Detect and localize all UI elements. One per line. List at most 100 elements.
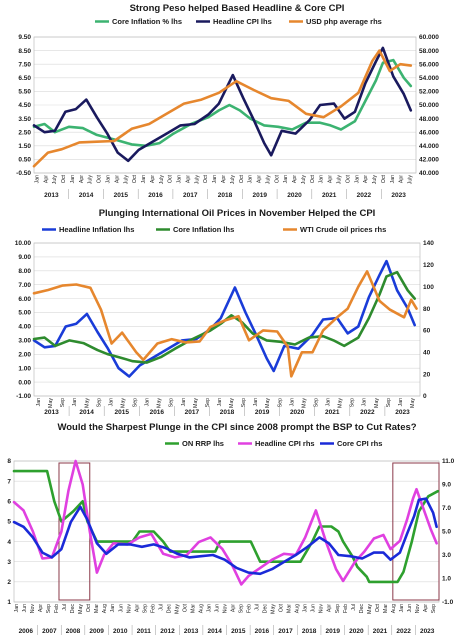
x-month-tick: Oct — [168, 174, 174, 183]
x-month-tick: Sep — [431, 604, 437, 613]
y-left-tick: 3 — [7, 559, 11, 566]
y-right-tick: 80 — [423, 306, 431, 313]
x-month-tick: Jan — [106, 175, 112, 183]
x-year-label: 2020 — [349, 628, 364, 635]
x-month-tick: Jul — [255, 604, 261, 611]
x-month-tick: Feb — [150, 604, 156, 613]
x-month-tick: Nov — [415, 604, 421, 614]
x-month-tick: Apr — [185, 175, 191, 183]
y-left-tick: 6.50 — [18, 75, 31, 82]
y-left-tick: 7 — [7, 478, 11, 485]
x-month-tick: May — [271, 604, 277, 614]
y-right-tick: 44.000 — [419, 143, 439, 150]
x-month-tick: Oct — [274, 174, 280, 183]
x-month-tick: Jan — [362, 398, 368, 406]
x-month-tick: Jan — [108, 398, 114, 406]
chart-title: Would the Sharpest Plunge in the CPI sin… — [57, 422, 416, 433]
x-month-tick: Sep — [205, 398, 211, 407]
x-month-tick: Sep — [96, 398, 102, 407]
x-month-tick: Oct — [310, 174, 316, 183]
y-right-tick: 60 — [423, 328, 431, 335]
x-month-tick: May — [84, 398, 90, 408]
x-year-label: 2018 — [302, 628, 317, 635]
x-year-label: 2008 — [66, 628, 81, 635]
series-line — [32, 270, 416, 364]
x-month-tick: Feb — [247, 604, 253, 613]
legend-label: Core Inflation % lhs — [112, 17, 182, 26]
x-month-tick: Apr — [257, 175, 263, 183]
y-right-tick: 40.000 — [419, 170, 439, 177]
x-month-tick: May — [374, 398, 380, 408]
x-month-tick: Aug — [198, 604, 204, 613]
y-right-tick: 120 — [423, 262, 434, 269]
y-right-tick: 52.000 — [419, 89, 439, 96]
x-year-label: 2014 — [207, 628, 222, 635]
x-month-tick: Nov — [319, 604, 325, 614]
x-month-tick: Oct — [279, 603, 285, 612]
y-left-tick: -0.50 — [16, 170, 31, 177]
x-month-tick: Aug — [295, 604, 301, 613]
x-month-tick: Aug — [102, 604, 108, 613]
y-left-tick: 0.00 — [18, 379, 31, 386]
x-month-tick: Jul — [62, 604, 68, 611]
x-month-tick: Sep — [169, 398, 175, 407]
y-left-tick: 2.00 — [18, 351, 31, 358]
x-month-tick: Sep — [335, 604, 341, 613]
y-left-tick: 1.50 — [18, 143, 31, 150]
x-month-tick: Apr — [327, 604, 333, 612]
plot-area — [33, 36, 417, 174]
x-month-tick: May — [157, 398, 163, 408]
x-month-tick: May — [193, 398, 199, 408]
x-month-tick: May — [48, 398, 54, 408]
x-month-tick: Dec — [166, 604, 172, 614]
x-year-label: 2013 — [44, 192, 59, 199]
x-month-tick: Aug — [391, 604, 397, 613]
x-year-label: 2016 — [150, 409, 165, 416]
x-month-tick: July — [336, 175, 342, 185]
x-year-label: 2007 — [42, 628, 57, 635]
x-year-label: 2014 — [79, 192, 94, 199]
x-month-tick: Jan — [326, 398, 332, 406]
x-month-tick: Oct — [381, 174, 387, 183]
x-month-tick: Mar — [94, 604, 100, 613]
x-month-tick: Mar — [383, 604, 389, 613]
x-month-tick: Apr — [38, 604, 44, 612]
x-month-tick: Jun — [214, 604, 220, 612]
y-left-tick: 7.50 — [18, 61, 31, 68]
y-right-tick: 42.000 — [419, 157, 439, 164]
x-month-tick: Apr — [328, 175, 334, 183]
legend-label: Core CPI rhs — [337, 439, 382, 448]
x-year-label: 2020 — [287, 192, 302, 199]
y-left-tick: 9.00 — [18, 254, 31, 261]
legend-label: Headline CPI lhs — [213, 17, 272, 26]
y-left-tick: 5.00 — [18, 310, 31, 317]
x-year-label: 2015 — [231, 628, 246, 635]
x-year-label: 2021 — [325, 409, 340, 416]
y-left-tick: 5 — [7, 519, 11, 526]
y-left-tick: 8.00 — [18, 268, 31, 275]
x-year-label: 2017 — [183, 192, 198, 199]
legend-label: USD php average rhs — [306, 17, 382, 26]
x-month-tick: Jan — [36, 398, 42, 406]
x-month-tick: Sep — [350, 398, 356, 407]
x-month-tick: Jan — [14, 604, 20, 612]
x-month-tick: Oct — [182, 603, 188, 612]
series-line — [32, 58, 413, 148]
x-month-tick: Apr — [43, 175, 49, 183]
y-right-tick: 20 — [423, 371, 431, 378]
x-month-tick: Jan — [289, 398, 295, 406]
y-left-tick: 0.50 — [18, 157, 31, 164]
x-month-tick: Apr — [114, 175, 120, 183]
x-month-tick: May — [367, 604, 373, 614]
x-year-label: 2015 — [114, 409, 129, 416]
y-right-tick: 0 — [423, 393, 427, 400]
x-month-tick: Sep — [277, 398, 283, 407]
x-month-tick: July — [159, 175, 165, 185]
x-month-tick: Jun — [407, 604, 413, 612]
y-right-tick: 100 — [423, 284, 434, 291]
x-month-tick: Jan — [248, 175, 254, 183]
y-right-tick: 60.000 — [419, 34, 439, 41]
x-month-tick: May — [120, 398, 126, 408]
x-month-tick: Jan — [399, 604, 405, 612]
